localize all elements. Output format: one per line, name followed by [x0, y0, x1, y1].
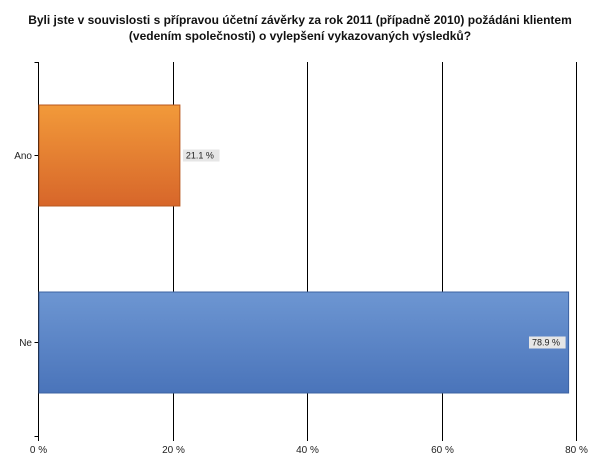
data-label-ne: 78.9 %: [532, 338, 560, 348]
data-label-box: [182, 149, 220, 162]
chart-title-line-2: (vedením společnosti) o vylepšení vykazo…: [128, 29, 472, 43]
x-tick-label: 40 %: [296, 445, 319, 456]
data-label-ano: 21.1 %: [186, 151, 214, 161]
bar-ano: [38, 104, 181, 207]
chart-title-line-1: Byli jste v souvislosti s přípravou účet…: [28, 13, 572, 27]
category-label-ano: Ano: [14, 151, 32, 162]
x-tick-label: 60 %: [431, 445, 454, 456]
x-tick-label: 0 %: [30, 445, 47, 456]
category-label-ne: Ne: [19, 338, 32, 349]
bar-ne: [38, 291, 570, 394]
x-tick-label: 80 %: [565, 445, 588, 456]
data-label-box: [529, 336, 566, 349]
chart-title: Byli jste v souvislosti s přípravou účet…: [0, 12, 600, 44]
x-tick-label: 20 %: [162, 445, 185, 456]
